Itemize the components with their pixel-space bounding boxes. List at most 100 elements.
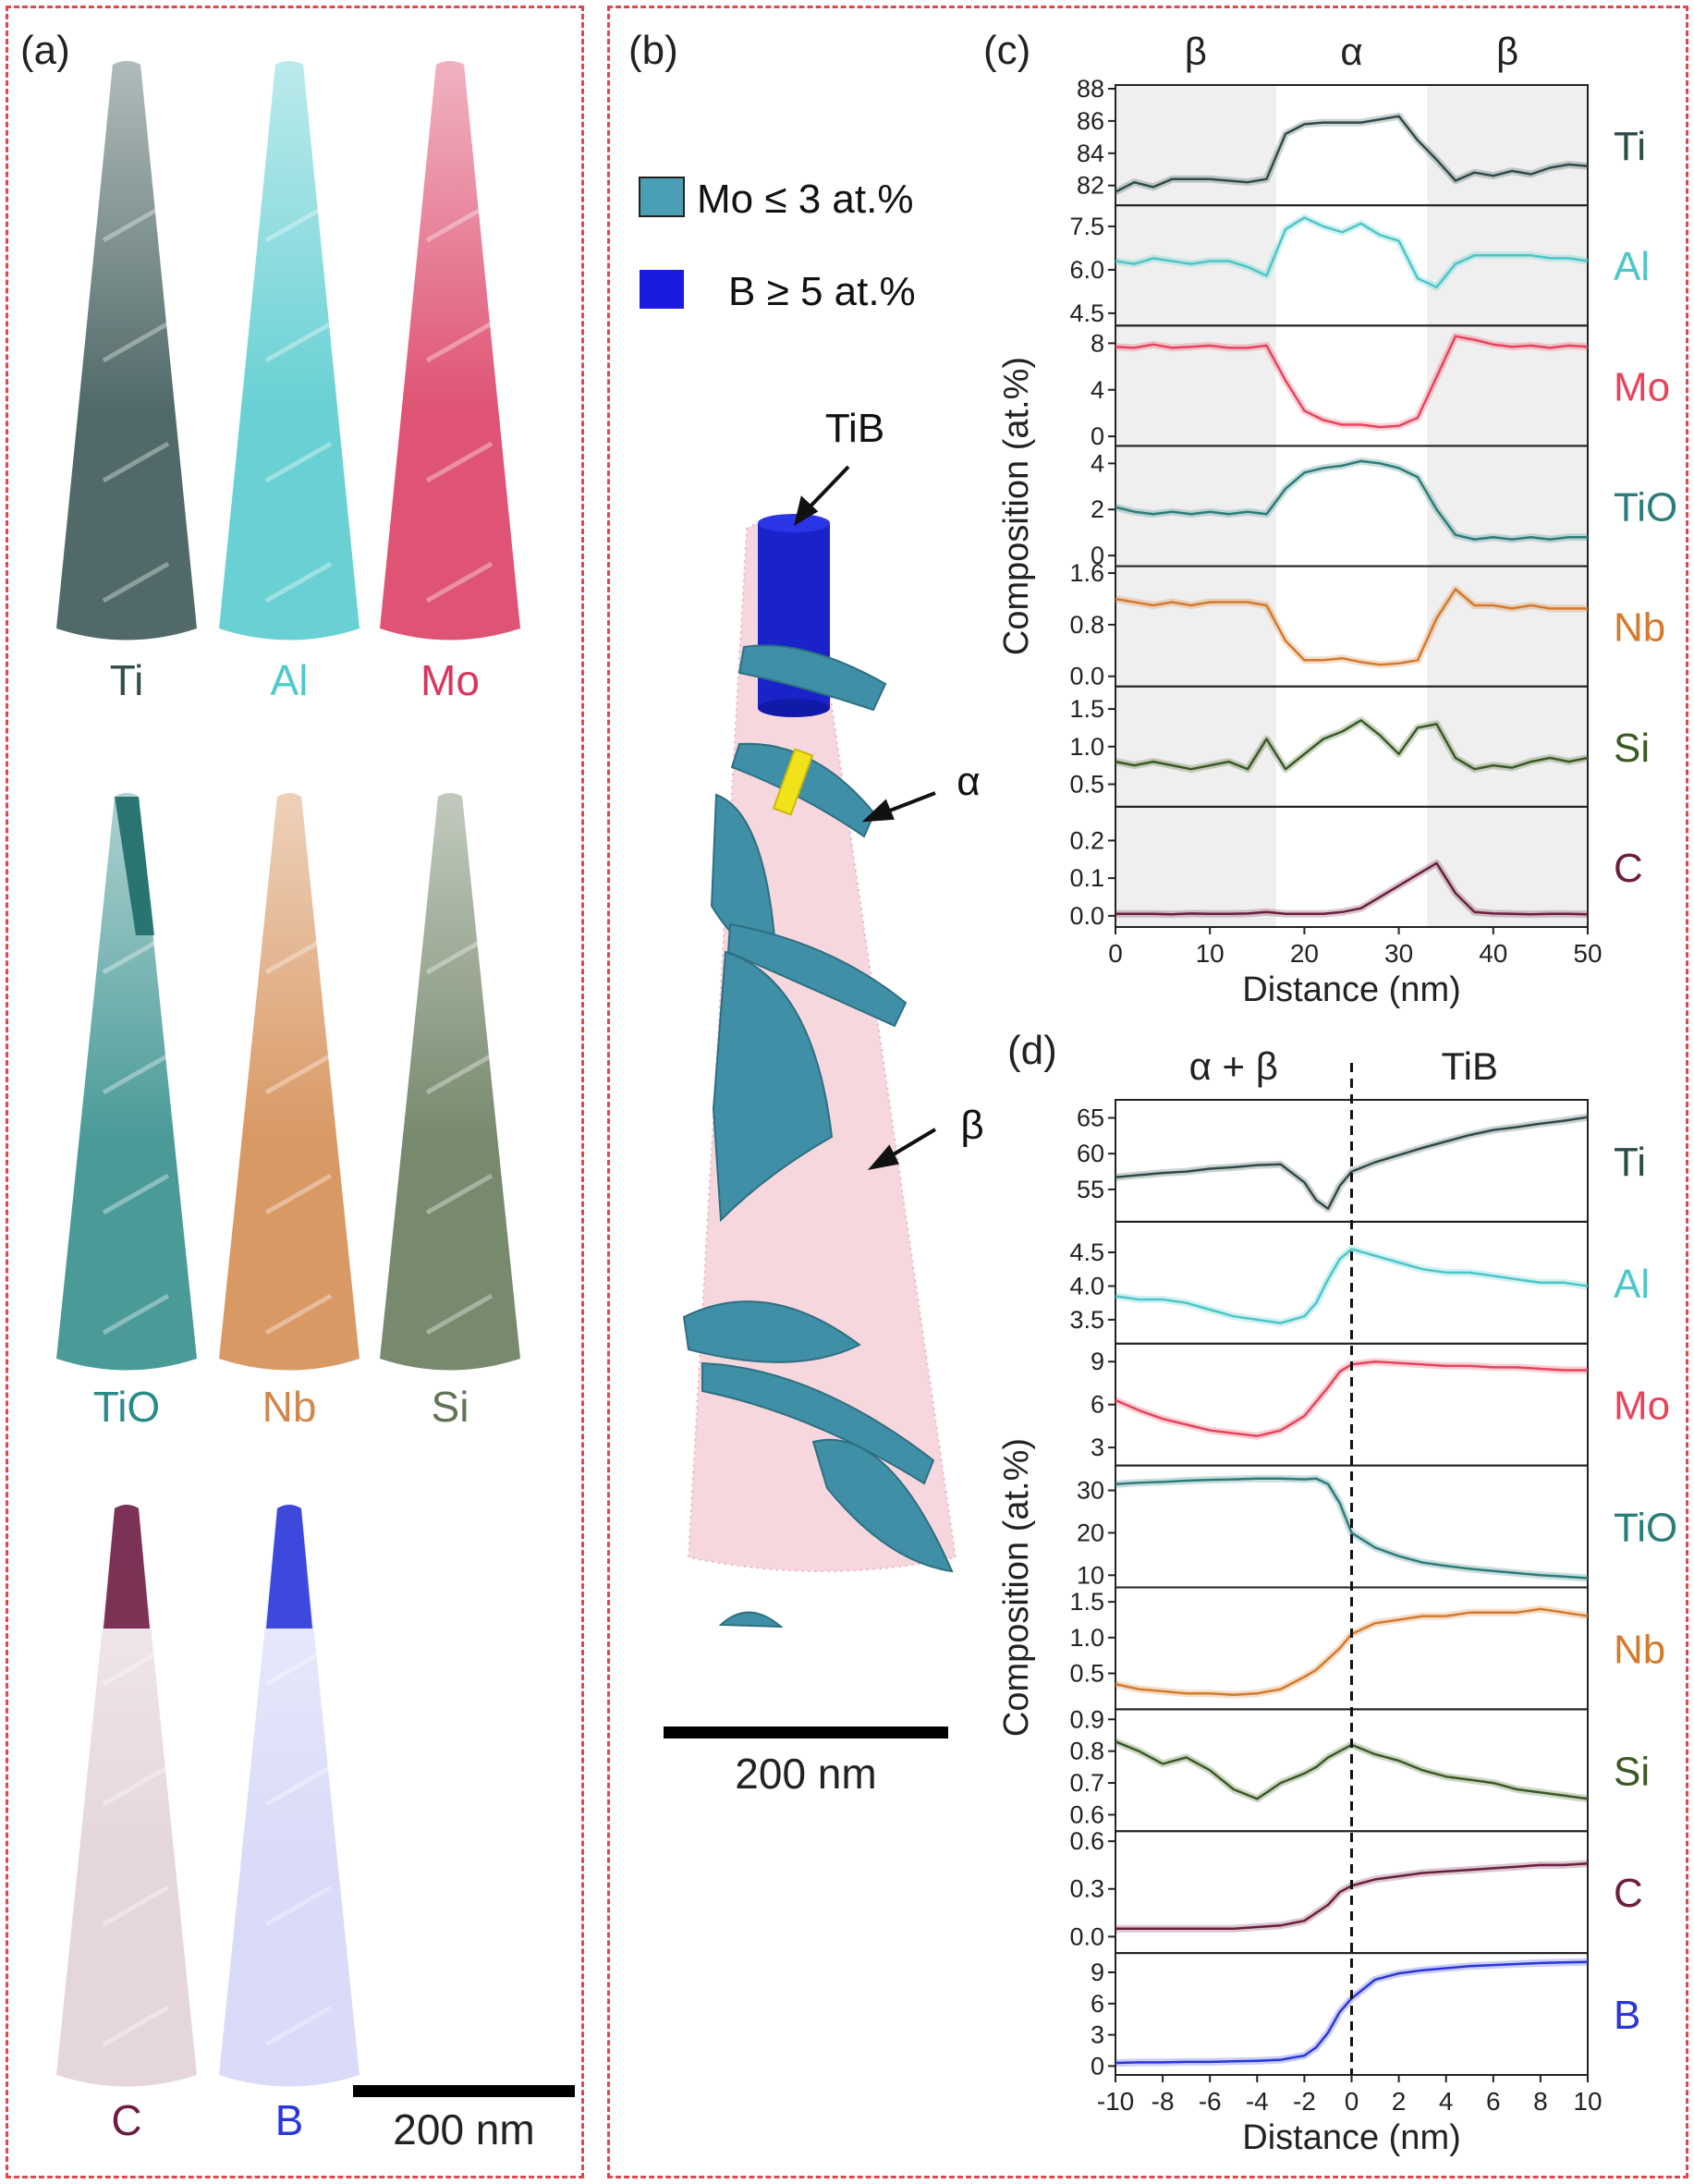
ytick-label: 60 [1077, 1140, 1104, 1167]
xtick-label: -2 [1293, 2087, 1316, 2116]
panel-label-c: (c) [983, 28, 1031, 73]
ytick-label: 0.2 [1069, 826, 1104, 854]
panel-b-scalebar: 200 nm [664, 1726, 948, 1798]
tip-label-nb: Nb [262, 1383, 317, 1431]
tip-label-al: Al [271, 656, 309, 704]
panel-a-scalebar-label: 200 nm [393, 2105, 534, 2153]
xtick-label: 50 [1573, 939, 1602, 968]
tip-label-si: Si [432, 1383, 469, 1431]
ytick-label: 0.9 [1069, 1705, 1104, 1733]
series-name: Si [1614, 726, 1650, 771]
ytick-label: 6 [1091, 1990, 1104, 2018]
series-si: 0.5 1.0 1.5 Si [1069, 685, 1650, 808]
series-mo: 3 6 9 Mo [1091, 1342, 1670, 1467]
series-line [1115, 1116, 1589, 1211]
series-line [1115, 459, 1588, 541]
legend-mo: Mo ≤ 3 at.% [697, 177, 913, 222]
tip-label-c: C [111, 2096, 141, 2144]
tip-label-b: B [275, 2096, 304, 2144]
tip-label-ti: Ti [110, 656, 144, 704]
ytick-label: 0 [1091, 542, 1104, 569]
ytick-label: 0.5 [1069, 1660, 1104, 1688]
xtick-label: 20 [1290, 939, 1319, 968]
tip-ti [56, 61, 197, 641]
ytick-label: 88 [1077, 75, 1104, 103]
roi-cylinder [772, 748, 814, 816]
ytick-label: 1.6 [1069, 559, 1104, 587]
ytick-label: 1.5 [1069, 695, 1104, 723]
series-ti: 55 60 65 Ti [1077, 1099, 1646, 1223]
ytick-label: 4.5 [1069, 299, 1104, 327]
ytick-label: 0.7 [1069, 1769, 1104, 1797]
phase-shade-0 [1115, 85, 1276, 927]
panel-bcd-frame [607, 6, 1688, 2178]
xtick-label: 10 [1573, 2087, 1602, 2116]
series-si: 0.6 0.7 0.8 0.9 Si [1069, 1705, 1650, 1833]
series-name: C [1614, 846, 1643, 891]
series-name: TiO [1614, 1506, 1677, 1551]
tip-tio [56, 793, 197, 1371]
series-name: Ti [1614, 1140, 1646, 1185]
series-name: C [1614, 1871, 1643, 1916]
series-name: Mo [1614, 364, 1670, 409]
panel-b-scalebar-label: 200 nm [735, 1750, 876, 1798]
series-tio: 0 2 4 TiO [1091, 445, 1677, 569]
ytick-label: 0.8 [1069, 1738, 1104, 1765]
xtick-label: 10 [1196, 939, 1225, 968]
ytick-label: 8 [1091, 329, 1104, 357]
xtick-label: 30 [1384, 939, 1413, 968]
tip-label-tio: TiO [93, 1383, 160, 1431]
phase-label-1: TiB [1442, 1044, 1498, 1088]
series-mo: 0 4 8 Mo [1091, 324, 1670, 450]
series-ti: 82 84 86 88 Ti [1077, 75, 1646, 207]
ytick-label: 4.0 [1069, 1272, 1104, 1299]
ytick-label: 0.6 [1069, 1827, 1104, 1855]
xtick-label: 6 [1486, 2087, 1501, 2116]
xtick-label: 4 [1439, 2087, 1454, 2116]
ytick-label: 9 [1091, 1958, 1104, 1986]
panel-b-reconstruction: TiB α β [682, 406, 984, 1629]
ytick-label: 0.8 [1069, 611, 1104, 639]
series-name: TiO [1614, 485, 1677, 531]
ytick-label: 9 [1091, 1348, 1104, 1375]
series-name: Nb [1614, 605, 1665, 651]
series-line [1115, 861, 1589, 916]
ytick-label: 65 [1077, 1104, 1104, 1131]
xtick-label: -6 [1199, 2087, 1222, 2116]
phase-label-2: β [1496, 30, 1518, 73]
tip-c [56, 1505, 197, 2087]
tip-nb [219, 793, 360, 1371]
panel-label-b: (b) [628, 28, 678, 73]
ytick-label: 0.3 [1069, 1875, 1104, 1903]
ytick-label: 82 [1077, 172, 1104, 200]
ytick-label: 3 [1091, 1434, 1104, 1461]
xtick-label: -10 [1097, 2087, 1134, 2116]
ytick-label: 7.5 [1069, 213, 1104, 240]
ytick-label: 4 [1091, 449, 1104, 477]
ytick-label: 0.1 [1069, 864, 1104, 892]
ytick-label: 84 [1077, 140, 1104, 167]
series-name: B [1614, 1993, 1640, 2038]
ytick-label: 0 [1091, 2052, 1104, 2080]
ytick-label: 0.6 [1069, 1800, 1104, 1828]
subplot-frame [1115, 805, 1589, 928]
series-line [1115, 335, 1589, 429]
series-line [1115, 1248, 1589, 1324]
series-b: 0 3 6 9 B [1091, 1952, 1640, 2080]
panel-b-legend: Mo ≤ 3 at.% B ≥ 5 at.% [639, 177, 916, 314]
series-line [1115, 588, 1588, 666]
chart-c: β α β82848688Ti4.56.07.5Al048Mo024TiO0.00.… [997, 30, 1677, 1009]
ytick-label: 10 [1077, 1561, 1104, 1589]
legend-b: B ≥ 5 at.% [728, 269, 916, 314]
ytick-label: 4 [1091, 376, 1104, 404]
phase-label-0: β [1185, 30, 1207, 73]
series-line [1115, 1360, 1588, 1438]
ytick-label: 3 [1091, 2021, 1104, 2049]
alpha-annotation: α [957, 759, 980, 804]
series-name: Mo [1614, 1384, 1670, 1429]
tib-annotation: TiB [825, 406, 884, 451]
series-c: 0.0 0.3 0.6 C [1069, 1827, 1643, 1955]
tip-b [219, 1505, 360, 2087]
panel-a-scalebar: 200 nm [353, 2085, 575, 2153]
ytick-label: 20 [1077, 1519, 1104, 1546]
